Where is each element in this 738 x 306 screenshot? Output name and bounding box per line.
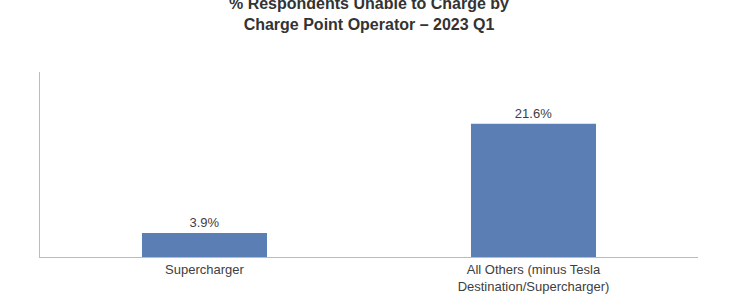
svg-text:% Respondents Unable to Charge: % Respondents Unable to Charge byCharge …: [229, 0, 509, 33]
svg-text:21.6%: 21.6%: [515, 106, 552, 121]
svg-text:Supercharger: Supercharger: [165, 262, 244, 277]
svg-text:3.9%: 3.9%: [189, 215, 219, 230]
svg-text:All Others (minus TeslaDestina: All Others (minus TeslaDestination/Super…: [458, 262, 610, 294]
